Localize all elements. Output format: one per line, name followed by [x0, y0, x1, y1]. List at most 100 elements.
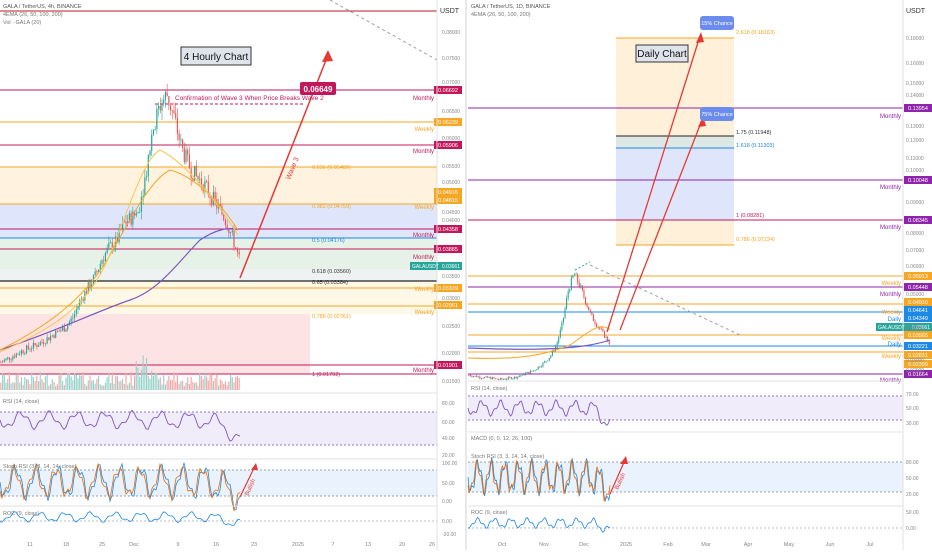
volume-bar: [82, 372, 84, 390]
candle-body: [575, 273, 577, 275]
candle-body: [515, 376, 517, 379]
volume-bar: [51, 379, 53, 390]
volume-bar: [48, 385, 50, 390]
level-tag: 0.04916: [438, 190, 458, 196]
candle-body: [231, 230, 233, 233]
volume-bar: [25, 379, 28, 390]
level-note: Weekly: [414, 205, 434, 211]
candle-body: [233, 230, 235, 248]
candle-body: [600, 328, 602, 330]
candle-body: [584, 297, 587, 304]
axis-tick: 70.00: [906, 392, 919, 398]
candle-body: [56, 330, 59, 332]
candle-body: [219, 204, 221, 207]
volume-bar: [235, 377, 237, 390]
candle-body: [496, 378, 498, 380]
volume-bar: [192, 381, 194, 390]
level-note: Monthly: [413, 233, 434, 239]
candle-body: [603, 330, 606, 338]
candle-body: [512, 378, 514, 380]
left-rsi-pane: RSI (14, close) 80.00 60.00 40.00 20.00: [0, 392, 455, 459]
candle-body: [73, 313, 76, 318]
candle-body: [528, 371, 530, 374]
level-note: Monthly: [880, 185, 901, 191]
right-price-axis: 0.18000 0.16000 0.15000 0.14000 0.13000 …: [906, 36, 924, 374]
candle-body: [154, 129, 156, 130]
axis-tick: 0.05500: [442, 164, 460, 170]
candle-body: [529, 370, 531, 374]
axis-tick: 0.05000: [442, 180, 460, 186]
level-tag: 0.05913: [908, 274, 928, 280]
axis-tick: 0.06000: [906, 264, 924, 270]
fib-label: 0.5 (0.04176): [312, 238, 345, 244]
candle-body: [236, 248, 239, 252]
date-tick: 11: [27, 542, 33, 548]
projection-arrow-75: [619, 119, 703, 331]
candle-body: [469, 375, 471, 377]
candle-body: [111, 242, 113, 250]
axis-tick: 0.00: [442, 499, 452, 505]
axis-tick: 80.00: [442, 401, 455, 407]
volume-bar: [164, 384, 167, 390]
volume-bar: [39, 372, 41, 390]
candle-body: [185, 149, 187, 163]
candle-body: [142, 195, 144, 197]
trend-line: [329, 0, 438, 61]
axis-tick: 0.01500: [442, 379, 460, 385]
candle-body: [192, 177, 194, 181]
candle-body: [577, 273, 579, 283]
volume-bar: [85, 385, 88, 390]
volume-bar: [202, 378, 204, 390]
candle-body: [94, 271, 96, 276]
chance-75-badge: [700, 107, 734, 121]
level-tag: 0.04641: [908, 308, 928, 314]
volume-bar: [108, 372, 110, 390]
axis-tick: 60.00: [442, 420, 455, 426]
volume-bar: [41, 379, 43, 390]
candle-body: [145, 176, 148, 178]
projection-arrow-15: [606, 35, 701, 333]
level-note: Weekly: [414, 127, 434, 133]
level-tag: 0.05906: [438, 143, 458, 149]
volume-bar: [104, 382, 107, 390]
volume-bar: [31, 372, 33, 390]
axis-tick: 0.04000: [442, 218, 460, 224]
candle-body: [127, 221, 129, 224]
candle-body: [49, 336, 52, 341]
axis-tick: 20.00: [442, 453, 455, 459]
candle-body: [493, 377, 495, 379]
candle-body: [195, 165, 197, 176]
level-tag: 0.08345: [908, 218, 928, 224]
candle-body: [99, 263, 101, 270]
date-tick: 16: [213, 542, 219, 548]
axis-tick: 0.15000: [906, 81, 924, 87]
volume-bar: [106, 377, 108, 390]
right-level-tags: 0.13954 Monthly 0.10048 Monthly 0.08345 …: [876, 104, 932, 384]
volume-bar: [68, 373, 71, 390]
right-rsi-pane: RSI (14, close) 70.00 50.00 30.00: [467, 380, 919, 427]
current-price-tag-bg: [876, 323, 932, 331]
level-tag: 0.01664: [908, 372, 928, 378]
volume-bar: [224, 381, 227, 390]
candle-body: [548, 357, 550, 361]
candle-body: [15, 353, 17, 358]
candle-body: [487, 376, 489, 378]
candle-body: [491, 377, 494, 380]
volume-bar: [22, 384, 24, 390]
current-price-symbol: GALAUSDT: [878, 325, 905, 331]
volume-bar: [8, 372, 11, 390]
roc-label: ROC (9, close): [3, 511, 40, 517]
candle-body: [75, 309, 77, 314]
volume-bar: [207, 380, 209, 390]
fib-zone-05-0618: [0, 238, 437, 269]
date-tick: Feb: [663, 542, 672, 548]
volume-bar: [209, 372, 211, 390]
candle-body: [545, 361, 547, 363]
left-date-axis: 11 18 25 Dec 9 16 23 2025 7 13 20 26: [27, 542, 435, 548]
volume-bar: [56, 384, 59, 390]
volume-bar: [46, 374, 48, 390]
volume-bar: [67, 373, 69, 390]
level-tag-bg: [434, 284, 462, 292]
level-tag-bg: [904, 351, 932, 359]
